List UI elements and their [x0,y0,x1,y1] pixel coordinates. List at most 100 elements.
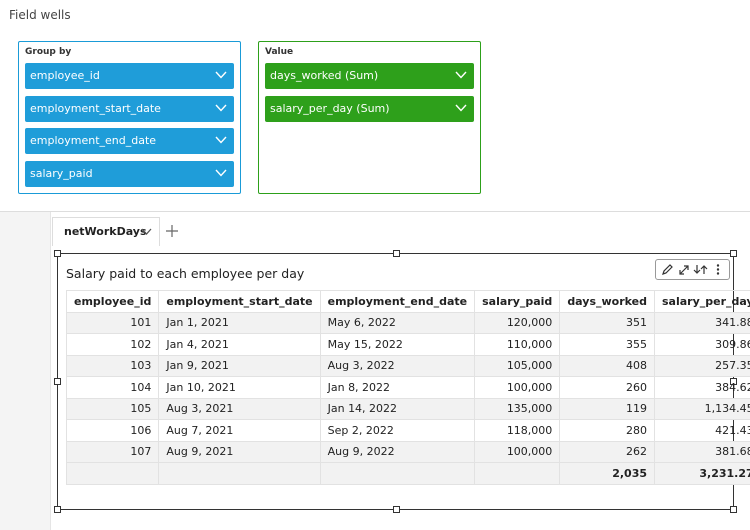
field-pill[interactable]: employment_end_date [25,128,234,155]
table-cell: 107 [65,440,160,463]
chevron [215,104,227,112]
table-cell: May 15, 2022 [319,333,476,356]
value-well: Value days_worked (Sum) salary_per_day (S… [258,41,481,194]
field-pill[interactable]: employment_start_date [25,95,234,122]
field-name: employee_id [30,69,100,82]
table-row: 105 Aug 3, 2021 Jan 14, 2022 135,000 119 1,13… [65,397,750,420]
resize-handle[interactable] [393,250,400,257]
table-cell: 421.43 [654,419,750,442]
table-cell: Aug 3, 2022 [319,354,476,377]
resize-handle[interactable] [730,506,737,513]
resize-handle[interactable] [393,506,400,513]
chevron [215,71,227,79]
table-row: 101 Jan 1, 2021 May 6, 2022 120,000 351 341.8… [65,311,750,334]
table-cell: 341.88 [654,311,750,334]
field-pill[interactable]: salary_per_day (Sum) [265,95,474,122]
table-cell: 384.62 [654,376,750,399]
resize-handle[interactable] [54,250,61,257]
field-pill[interactable]: salary_paid [25,161,234,188]
table-cell: 100,000 [474,440,561,463]
table-cell: Jan 14, 2022 [319,397,476,420]
table-cell: 408 [559,354,655,377]
table-cell: 381.68 [654,440,750,463]
table-cell: 120,000 [474,311,561,334]
table-cell: Jan 1, 2021 [158,311,321,334]
data-table: employee_id employment_start_date employme… [65,290,750,485]
table-row: 104 Jan 10, 2021 Jan 8, 2022 100,000 260 384.… [65,376,750,399]
table-cell: Jan 4, 2021 [158,333,321,356]
header-row: employee_id employment_start_date employme… [65,290,750,313]
empty-cell [65,462,160,485]
column-header: employment_end_date [319,290,476,313]
sheet-tab[interactable]: netWorkDays [52,217,160,246]
totals-row: 2,035 3,231.27 [65,462,750,485]
add-sheet[interactable] [165,224,179,238]
table-cell: 104 [65,376,160,399]
visual-title: Salary paid to each employee per day [66,266,305,281]
resize-handle[interactable] [54,506,61,513]
table-cell: Jan 9, 2021 [158,354,321,377]
table-cell: 351 [559,311,655,334]
empty-cell [319,462,476,485]
table-cell: Sep 2, 2022 [319,419,476,442]
field-name: salary_per_day (Sum) [270,101,390,115]
column-header: employment_start_date [158,290,321,313]
table-cell: 100,000 [474,376,561,399]
chevron [455,71,467,79]
table-cell: 355 [559,333,655,356]
table-cell: 103 [65,354,160,377]
table-cell: 105,000 [474,354,561,377]
chevron [215,169,227,177]
column-header: employee_id [65,290,160,313]
field-pill[interactable]: employee_id [25,63,234,89]
table-cell: 309.86 [654,333,750,356]
field-name: employment_start_date [30,101,161,115]
table-row: 103 Jan 9, 2021 Aug 3, 2022 105,000 408 257.3… [65,354,750,377]
table-cell: 262 [559,440,655,463]
table-row: 106 Aug 7, 2021 Sep 2, 2022 118,000 280 421.4… [65,419,750,442]
table-cell: May 6, 2022 [319,311,476,334]
table-cell: Aug 7, 2021 [158,419,321,442]
total-cell: 3,231.27 [654,462,750,485]
total-cell: 2,035 [559,462,655,485]
empty-cell [474,462,561,485]
chevron [455,104,467,112]
table-cell: Aug 3, 2021 [158,397,321,420]
table-cell: 105 [65,397,160,420]
group-by-well: Group by employee_id employment_start_dat… [18,41,241,194]
visual-toolbar [655,259,730,280]
column-header: days_worked [559,290,655,313]
table-cell: 119 [559,397,655,420]
resize-handle[interactable] [730,250,737,257]
table-cell: Jan 8, 2022 [319,376,476,399]
field-name: days_worked (Sum) [270,69,379,82]
table-cell: 1,134.45 [654,397,750,420]
table-cell: Aug 9, 2022 [319,440,476,463]
field-pill[interactable]: days_worked (Sum) [265,63,474,89]
side-strip [0,212,51,530]
well-label: Group by [25,47,72,57]
table-cell: Aug 9, 2021 [158,440,321,463]
table-cell: 280 [559,419,655,442]
table-cell: 102 [65,333,160,356]
sheet-tab-name: netWorkDays [64,225,147,238]
well-label: Value [265,47,294,57]
chevron [141,228,152,235]
separator [0,211,750,212]
column-header: salary_per_day [654,290,750,313]
table-cell: 106 [65,419,160,442]
table-row: 107 Aug 9, 2021 Aug 9, 2022 100,000 262 381.6… [65,440,750,463]
empty-cell [158,462,321,485]
resize-handle[interactable] [54,378,61,385]
chevron [215,136,227,144]
table-cell: 135,000 [474,397,561,420]
field-name: employment_end_date [30,134,157,148]
table-cell: 257.35 [654,354,750,377]
toolbar-icons[interactable] [659,262,727,277]
table-cell: 101 [65,311,160,334]
field-name: salary_paid [30,167,93,181]
table-cell: Jan 10, 2021 [158,376,321,399]
field-wells-title: Field wells [9,8,71,22]
table-row: 102 Jan 4, 2021 May 15, 2022 110,000 355 309.… [65,333,750,356]
